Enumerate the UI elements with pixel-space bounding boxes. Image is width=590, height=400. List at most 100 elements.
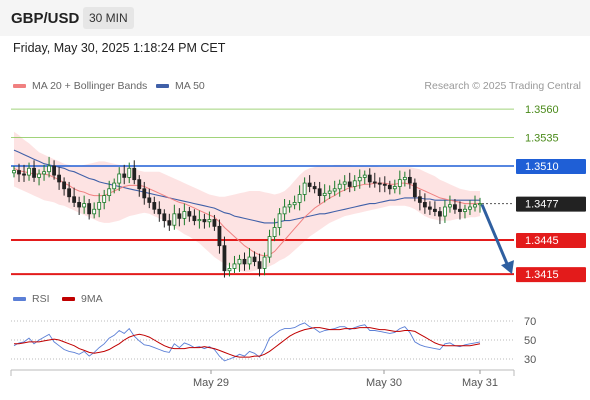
candle-body — [207, 219, 212, 223]
candle-body — [397, 179, 402, 187]
ma50-legend-label: MA 50 — [175, 80, 205, 92]
candle-body — [27, 167, 31, 176]
candle-body — [347, 181, 352, 187]
candle-body — [422, 202, 427, 208]
candle-body — [337, 183, 342, 190]
pivot-tag — [516, 159, 586, 174]
candle-body — [458, 208, 462, 212]
candle-body — [112, 182, 117, 190]
ma20-line — [13, 167, 480, 257]
support-tag — [516, 233, 586, 248]
resistance-label: 1.3560 — [525, 104, 559, 116]
candle-body — [47, 165, 51, 173]
candle-body — [52, 165, 56, 176]
rsi-swatch — [13, 297, 26, 302]
candle-body — [67, 188, 72, 198]
candle-body — [287, 204, 292, 208]
candle-body — [272, 227, 277, 237]
candles — [12, 156, 482, 278]
candle-body — [297, 194, 302, 203]
x-tick-label: May 30 — [366, 377, 402, 389]
candle-body — [372, 181, 377, 184]
candle-body — [433, 208, 437, 212]
rsi-ma-legend: 9MA — [62, 293, 103, 305]
candle-body — [107, 188, 112, 196]
datetime-label: Friday, May 30, 2025 1:18:24 PM CET — [13, 41, 226, 55]
rsi-ma-legend-label: 9MA — [81, 293, 103, 305]
candle-body — [307, 182, 312, 187]
candle-body — [468, 206, 472, 210]
x-tick-label: May 31 — [462, 377, 498, 389]
candle-body — [292, 202, 297, 206]
forecast-arrow-shaft — [480, 203, 510, 267]
ma50-legend: MA 50 — [156, 80, 205, 92]
candle-body — [132, 167, 137, 181]
candle-body — [57, 174, 61, 183]
candle-body — [117, 173, 122, 184]
candle-body — [212, 219, 217, 227]
header-bar: GBP/USD 30 MIN — [0, 0, 590, 36]
candle-body — [142, 188, 147, 199]
rsi-tick-label: 50 — [524, 335, 536, 347]
candle-body — [77, 202, 82, 208]
candle-body — [122, 173, 127, 178]
candle-body — [443, 206, 447, 217]
ma50-line — [13, 149, 480, 224]
rsi-tick-label: 30 — [524, 354, 536, 366]
candle-body — [167, 220, 172, 226]
candle-body — [102, 195, 107, 203]
candle-body — [407, 176, 412, 184]
candle-body — [342, 181, 347, 185]
candle-body — [42, 171, 46, 175]
candle-body — [17, 170, 21, 175]
timeframe-button[interactable]: 30 MIN — [83, 7, 134, 29]
candle-body — [162, 213, 167, 222]
candle-body — [247, 256, 252, 265]
candle-body — [222, 245, 227, 272]
candle-body — [182, 211, 187, 219]
candle-body — [463, 208, 467, 212]
support-label: 1.3415 — [525, 269, 559, 281]
candle-body — [22, 173, 26, 176]
candle-body — [87, 203, 92, 215]
candle-body — [137, 179, 142, 190]
candle-body — [237, 258, 242, 265]
candle-body — [332, 188, 337, 192]
candle-body — [267, 236, 272, 258]
candle-body — [242, 258, 247, 265]
candle-body — [327, 190, 332, 194]
candle-body — [412, 182, 417, 198]
rsi-legend-label: RSI — [32, 293, 50, 305]
candle-body — [382, 183, 387, 186]
candle-body — [157, 208, 162, 215]
support-tag — [516, 267, 586, 283]
rsi-tick-label: 70 — [524, 316, 536, 328]
ma20-swatch — [13, 84, 26, 89]
resistance-label: 1.3535 — [525, 133, 559, 145]
candle-body — [417, 196, 422, 203]
rsi-ma-swatch — [62, 297, 75, 302]
candle-body — [438, 211, 442, 217]
candle-body — [312, 186, 317, 190]
candle-body — [62, 181, 67, 190]
rsi-line — [13, 322, 481, 362]
candle-body — [127, 167, 132, 178]
candle-body — [192, 215, 197, 222]
candle-body — [302, 182, 307, 195]
forecast-arrow-head — [501, 260, 514, 275]
candle-body — [402, 176, 407, 181]
candle-body — [32, 167, 36, 178]
candle-body — [197, 219, 202, 222]
candle-body — [478, 203, 482, 206]
ma20-legend: MA 20 + Bollinger Bands — [13, 80, 147, 92]
candle-body — [217, 225, 222, 247]
candle-body — [187, 211, 192, 217]
candle-body — [97, 202, 102, 210]
candle-body — [352, 180, 357, 187]
ma20-legend-label: MA 20 + Bollinger Bands — [32, 80, 148, 92]
candle-body — [82, 203, 87, 208]
candle-body — [387, 184, 392, 190]
bollinger-band-area — [14, 131, 480, 272]
candle-body — [172, 213, 177, 226]
